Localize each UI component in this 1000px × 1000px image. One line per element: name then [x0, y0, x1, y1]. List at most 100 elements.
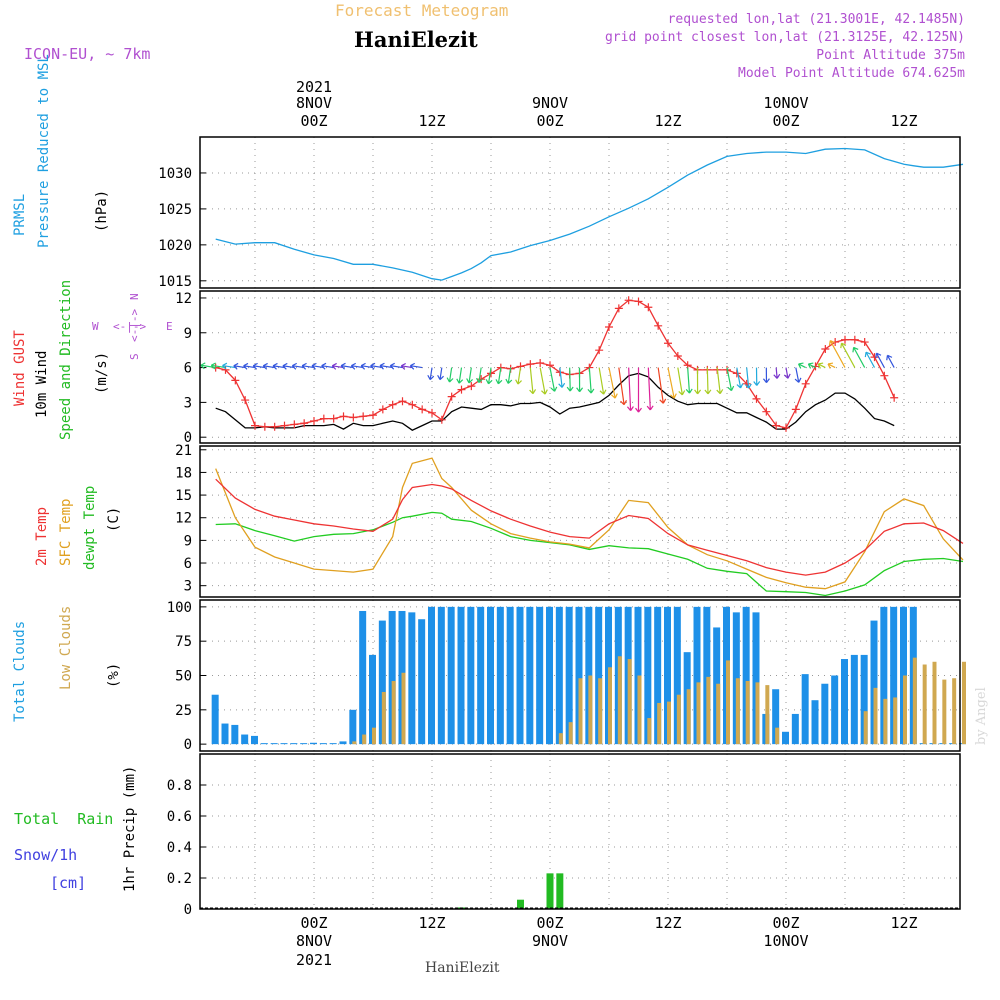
y-tick-label: 75 — [175, 634, 192, 650]
wind-direction-arrow — [340, 362, 354, 370]
low-cloud-bar — [942, 679, 947, 745]
bottom-time-tick-label: 12Z — [418, 914, 445, 932]
low-cloud-bar — [391, 680, 396, 745]
low-cloud-bar — [903, 675, 907, 745]
compass-south: S — [128, 353, 141, 360]
gust-marker — [260, 422, 269, 431]
gust-marker — [251, 421, 259, 430]
wind-direction-arrow — [840, 342, 856, 368]
wind-direction-arrow — [252, 362, 265, 370]
low-cloud-bar — [735, 678, 740, 745]
gust-marker — [359, 412, 368, 421]
gust-marker — [870, 353, 879, 362]
wind-direction-arrow — [827, 362, 836, 369]
gust-marker — [634, 297, 643, 306]
bottom-date-label: 8NOV — [296, 932, 332, 950]
footer-location: HaniElezit — [425, 960, 500, 976]
total-cloud-bar — [831, 675, 839, 745]
wind-direction-arrow — [864, 351, 876, 368]
gust-marker — [536, 358, 545, 367]
total-cloud-bar — [595, 606, 603, 745]
low-cloud-bar — [883, 698, 888, 745]
total-cloud-bar — [211, 694, 219, 745]
y-tick-label: 25 — [175, 703, 192, 719]
wind-direction-arrow — [301, 362, 315, 370]
wind-direction-arrow — [635, 367, 642, 413]
total-cloud-bar — [487, 606, 494, 745]
wind-direction-arrow — [485, 367, 493, 385]
total-cloud-bar — [349, 709, 357, 745]
wind-direction-arrow — [576, 367, 584, 393]
y-tick-label: 6 — [184, 361, 192, 377]
bottom-date-label: 10NOV — [763, 932, 808, 950]
total-cloud-bar — [428, 606, 435, 745]
panel-frame — [199, 136, 961, 289]
wind-direction-arrow — [762, 367, 770, 384]
point-altitude: Point Altitude 375m — [816, 48, 965, 63]
low-cloud-bar — [578, 678, 583, 745]
y-tick-label: 3 — [184, 395, 192, 411]
low-cloud-bar — [912, 657, 917, 745]
total-cloud-bar — [378, 620, 386, 745]
wind-direction-arrow — [272, 362, 285, 370]
gust-marker — [447, 392, 456, 401]
total-cloud-bar — [300, 743, 308, 745]
pressure-unit: (hPa) — [94, 190, 110, 232]
wind-direction-arrow — [618, 367, 628, 406]
total-cloud-bar — [565, 606, 573, 745]
total-cloud-bar — [664, 606, 671, 745]
total-cloud-bar — [388, 610, 396, 745]
y-tick-label: 12 — [175, 291, 192, 307]
sfc-temp-line — [215, 457, 964, 590]
wind-speed-line — [215, 372, 895, 431]
wind-dir-label: Speed and Direction — [58, 280, 74, 440]
gust-marker — [300, 419, 309, 428]
y-tick-label: 0.2 — [167, 871, 192, 887]
gust-marker — [880, 371, 889, 380]
wind-labels: Wind GUST 10m Wind Speed and Direction (… — [12, 280, 173, 440]
wind-direction-arrow — [753, 367, 761, 386]
y-tick-label: 1025 — [158, 202, 192, 218]
wind-direction-arrow — [704, 367, 712, 395]
wind-direction-arrow — [495, 367, 503, 385]
total-cloud-bar — [811, 700, 819, 745]
compass-arrows-h: <-|-> — [113, 320, 146, 333]
bottom-date-label: 9NOV — [532, 932, 568, 950]
total-cloud-bar — [821, 683, 829, 745]
low-cloud-bar — [726, 660, 730, 745]
gust-marker — [280, 421, 289, 430]
total-cloud-bar — [752, 612, 760, 745]
wind-direction-arrow — [807, 362, 816, 369]
wind-direction-arrow — [598, 367, 607, 395]
low-cloud-bar — [922, 664, 927, 745]
cloud-labels: Total Clouds Low Clouds (%) — [12, 606, 122, 722]
y-tick-label: 15 — [175, 488, 192, 504]
top-time-tick-label: 12Z — [890, 112, 917, 130]
wind-direction-arrow — [667, 367, 677, 399]
gust-marker — [801, 379, 810, 388]
compass-east: E — [166, 320, 173, 333]
y-tick-label: 50 — [175, 669, 192, 685]
wind-direction-arrow — [466, 367, 474, 384]
wind-direction-arrow — [657, 367, 667, 404]
panel-frame — [199, 290, 961, 444]
temp-2m-label: 2m Temp — [34, 507, 50, 566]
dewpoint-line — [215, 511, 964, 597]
low-cloud-bar — [647, 718, 652, 745]
y-tick-label: 0 — [184, 902, 192, 918]
wind-direction-arrow — [243, 362, 256, 370]
top-date-label: 8NOV — [296, 94, 332, 112]
panel-frame — [199, 599, 961, 752]
total-cloud-bar — [270, 743, 278, 745]
location-title: HaniElezit — [354, 27, 478, 52]
top-date-label: 9NOV — [532, 94, 568, 112]
gust-marker — [418, 405, 427, 414]
chart-top-title: Forecast Meteogram — [335, 1, 508, 20]
total-cloud-bar — [241, 734, 249, 745]
pressure-labels: PRMSL Pressure Reduced to MSL (hPa) — [12, 54, 110, 248]
wind-direction-arrow — [331, 362, 344, 370]
total-cloud-bar — [457, 606, 465, 745]
y-tick-label: 0.4 — [167, 840, 192, 856]
y-tick-label: 6 — [184, 556, 192, 572]
y-tick-label: 0.8 — [167, 778, 192, 794]
